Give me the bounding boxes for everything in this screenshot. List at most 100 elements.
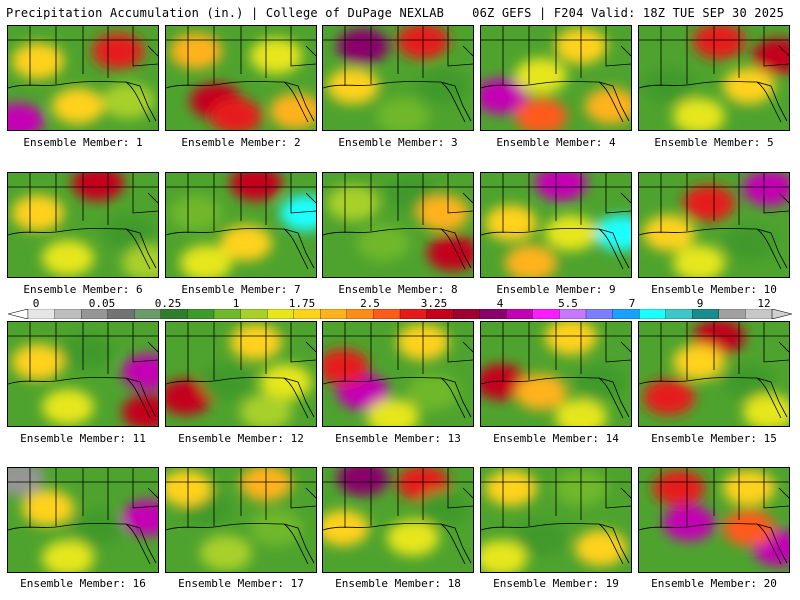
gulf-coastline (323, 81, 472, 122)
precip-area (62, 334, 114, 370)
precip-area (743, 394, 789, 426)
precip-map (166, 173, 316, 277)
colorbar-tick-label: 1 (232, 297, 240, 310)
colorbar-swatch (240, 309, 268, 319)
precip-area (327, 185, 379, 221)
precip-map (639, 26, 789, 130)
colorbar-swatch (80, 309, 109, 319)
precip-map (639, 468, 789, 572)
precip-map (8, 468, 158, 572)
colorbar-swatch (187, 309, 215, 319)
precip-area (357, 225, 409, 261)
precip-area (417, 195, 469, 231)
colorbar-tick-label: 7 (628, 297, 636, 310)
state-border (290, 173, 316, 214)
colorbar-swatch (718, 309, 746, 319)
atlantic-coastline (620, 45, 631, 57)
florida-coastline (125, 523, 151, 565)
colorbar-tick-label: 2.5 (360, 297, 380, 310)
precip-area (673, 245, 725, 277)
precip-map (639, 322, 789, 426)
ensemble-member-map (480, 172, 632, 278)
precip-area (367, 399, 419, 426)
precip-area (515, 58, 567, 94)
atlantic-coastline (305, 487, 316, 499)
ensemble-member-caption: Ensemble Member: 18 (335, 577, 461, 590)
colorbar-swatch (665, 309, 693, 319)
ensemble-member-caption: Ensemble Member: 12 (178, 432, 304, 445)
ensemble-member-map (638, 321, 790, 427)
colorbar-swatch (452, 309, 481, 319)
atlantic-coastline (462, 341, 473, 353)
precip-area (407, 374, 459, 410)
colorbar-swatch (373, 309, 401, 319)
precip-area (12, 43, 64, 79)
precip-map (481, 26, 631, 130)
gulf-coastline (166, 523, 315, 564)
precip-area (555, 399, 607, 426)
colorbar-swatch (54, 309, 82, 319)
ensemble-member-map (322, 321, 474, 427)
gulf-coastline (639, 523, 788, 564)
precip-area (220, 225, 272, 261)
ensemble-member-caption: Ensemble Member: 16 (20, 577, 146, 590)
florida-coastline (125, 377, 151, 419)
colorbar-swatch (426, 309, 454, 319)
atlantic-coastline (620, 341, 631, 353)
precip-area (575, 364, 627, 400)
ensemble-member-caption: Ensemble Member: 6 (23, 283, 143, 296)
gulf-coastline (166, 228, 315, 269)
colorbar-swatch (320, 309, 348, 319)
gulf-coastline (8, 228, 157, 269)
florida-coastline (283, 523, 309, 565)
ensemble-member-caption: Ensemble Member: 11 (20, 432, 146, 445)
gulf-coastline (639, 377, 788, 418)
precip-area (122, 354, 158, 390)
precip-map (8, 322, 158, 426)
state-border (605, 173, 631, 214)
atlantic-coastline (778, 192, 789, 204)
ensemble-member-caption: Ensemble Member: 8 (338, 283, 458, 296)
precip-map (481, 173, 631, 277)
precip-area (72, 510, 124, 546)
precip-area (250, 510, 302, 546)
florida-coastline (125, 228, 151, 270)
precip-map (8, 26, 158, 130)
colorbar-tick-label: 12 (757, 297, 771, 310)
precip-area (723, 470, 775, 506)
gulf-coastline (639, 81, 788, 122)
florida-coastline (125, 81, 151, 123)
precip-area (417, 68, 469, 104)
precip-area (481, 78, 527, 114)
map-title: Precipitation Accumulation (in.) | Colle… (6, 6, 445, 20)
ensemble-member-caption: Ensemble Member: 19 (493, 577, 619, 590)
precip-area (723, 510, 775, 546)
colorbar-swatch (160, 309, 188, 319)
florida-coastline (283, 377, 309, 419)
state-border (132, 26, 158, 67)
atlantic-coastline (778, 487, 789, 499)
ensemble-member-caption: Ensemble Member: 17 (178, 577, 304, 590)
atlantic-coastline (778, 341, 789, 353)
ensemble-member-map (638, 467, 790, 573)
state-border (447, 322, 473, 363)
precip-map (166, 26, 316, 130)
gulf-coastline (481, 228, 630, 269)
ensemble-member-caption: Ensemble Member: 10 (651, 283, 777, 296)
ensemble-member-map (165, 321, 317, 427)
ensemble-member-caption: Ensemble Member: 15 (651, 432, 777, 445)
colorbar-swatch (559, 309, 587, 319)
gulf-coastline (481, 523, 630, 564)
precip-area (280, 195, 316, 231)
colorbar-tick-label: 4 (496, 297, 504, 310)
colorbar-tick-label: 0.25 (154, 297, 182, 310)
florida-coastline (440, 228, 466, 270)
colorbar-swatch (27, 309, 56, 319)
florida-coastline (440, 81, 466, 123)
ensemble-member-caption: Ensemble Member: 5 (654, 136, 774, 149)
ensemble-member-map (638, 172, 790, 278)
precip-area (122, 500, 158, 536)
precip-area (663, 505, 715, 541)
precip-area (240, 394, 292, 426)
precip-area (200, 535, 252, 571)
